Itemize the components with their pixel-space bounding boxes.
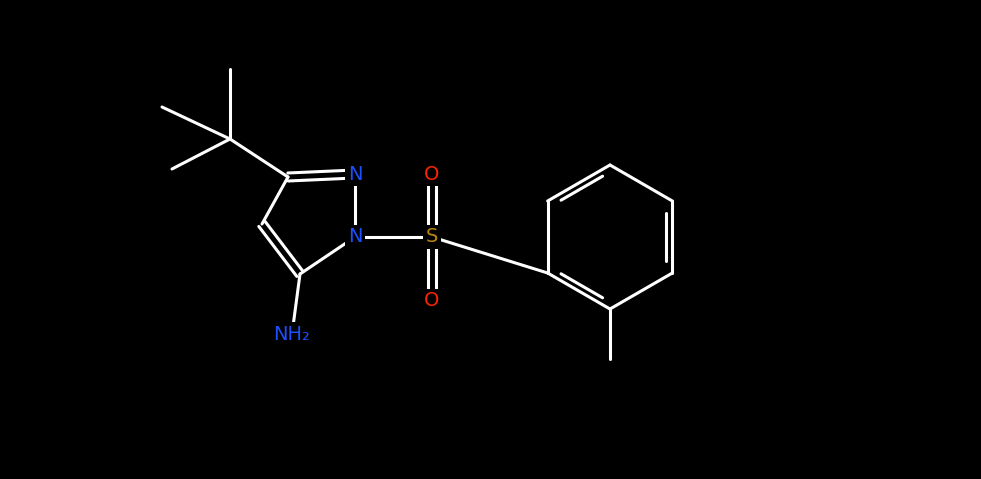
Text: O: O <box>425 292 439 310</box>
Text: N: N <box>347 228 362 247</box>
Text: N: N <box>347 164 362 183</box>
Text: NH₂: NH₂ <box>274 324 310 343</box>
Text: S: S <box>426 228 439 247</box>
Text: N: N <box>347 228 362 247</box>
Text: O: O <box>425 164 439 183</box>
Text: N: N <box>347 164 362 183</box>
Text: S: S <box>426 228 439 247</box>
Text: NH₂: NH₂ <box>274 324 310 343</box>
Text: O: O <box>425 292 439 310</box>
Text: O: O <box>425 164 439 183</box>
